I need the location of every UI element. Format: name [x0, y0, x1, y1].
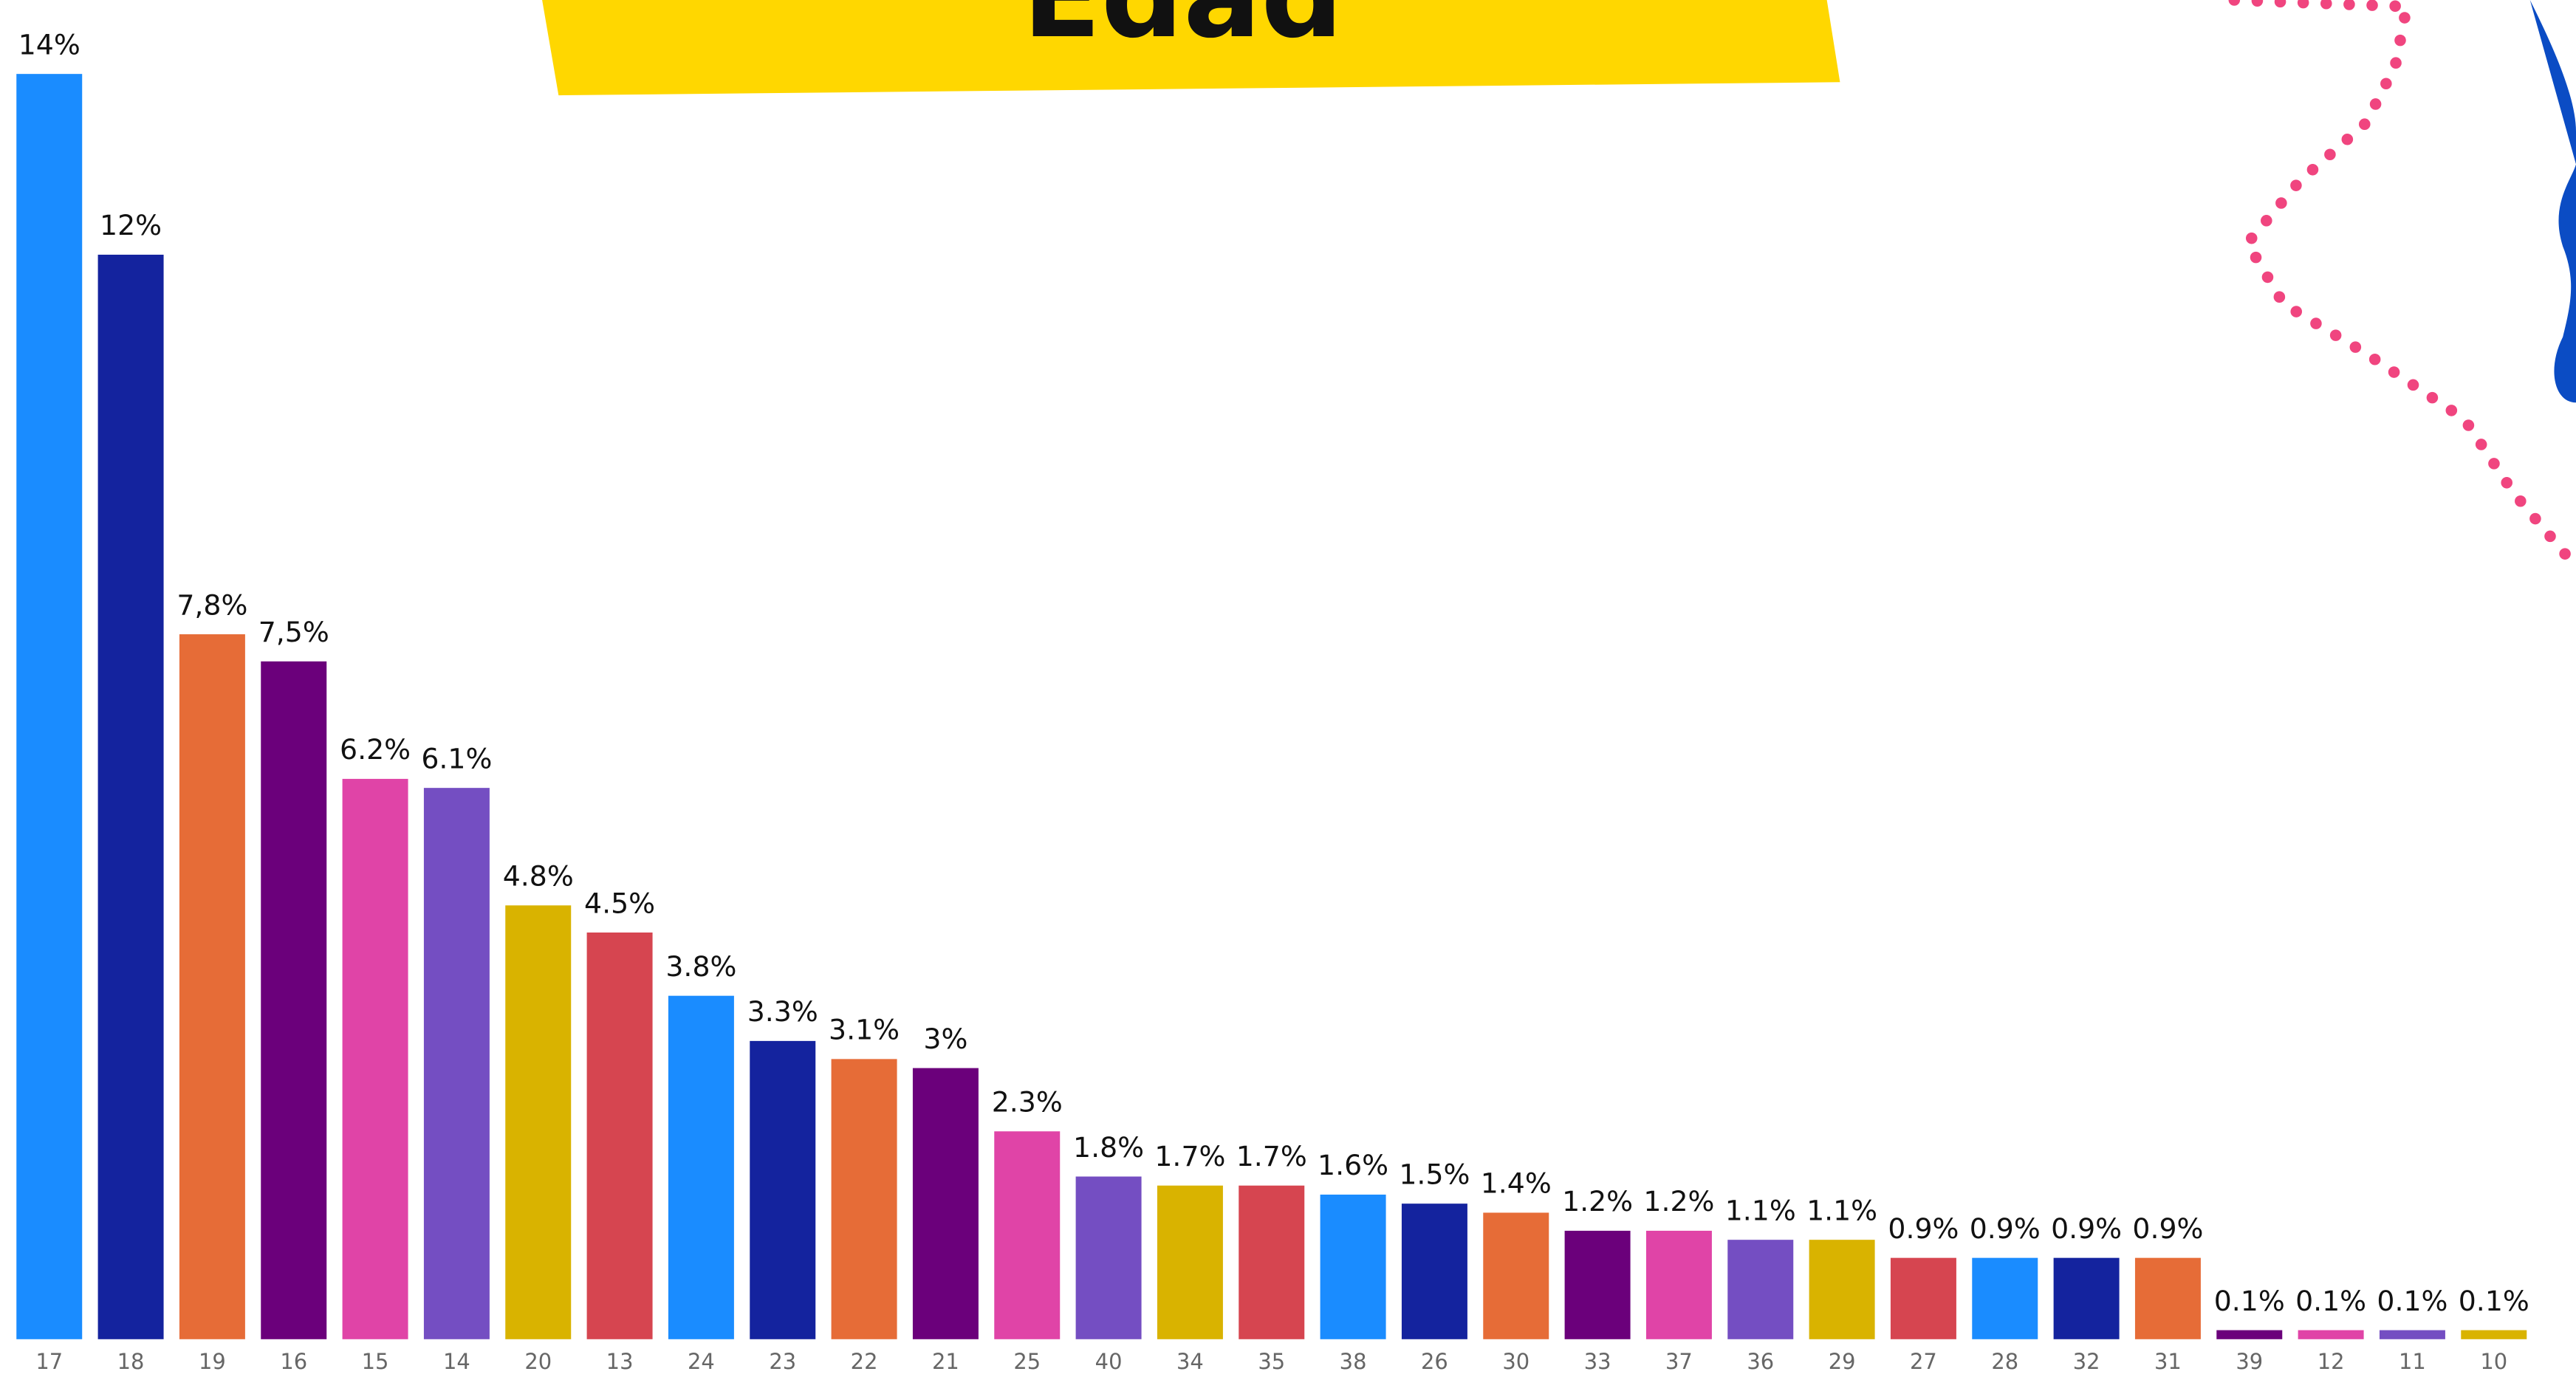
x-tick-label: 27 — [1910, 1349, 1937, 1374]
bar — [2135, 1258, 2201, 1339]
value-label: 2.3% — [992, 1086, 1063, 1119]
bar — [2298, 1330, 2364, 1339]
value-label: 3% — [923, 1023, 967, 1055]
x-tick-label: 13 — [606, 1349, 634, 1374]
x-tick-label: 31 — [2154, 1349, 2182, 1374]
bar — [2216, 1330, 2282, 1339]
page: Edad 14% 17 12% 18 7,8% 19 7,5% 16 6.2% 15 6.1% 14 4… — [0, 0, 2576, 1377]
x-tick-label: 15 — [362, 1349, 389, 1374]
x-tick-label: 32 — [2073, 1349, 2100, 1374]
value-label: 1.2% — [1643, 1185, 1714, 1218]
x-tick-label: 39 — [2236, 1349, 2263, 1374]
value-label: 0.1% — [2295, 1285, 2366, 1317]
value-label: 7,5% — [258, 616, 329, 648]
x-tick-label: 18 — [117, 1349, 145, 1374]
bar — [913, 1068, 979, 1339]
value-label: 1.2% — [1562, 1185, 1633, 1218]
value-label: 0.9% — [1888, 1212, 1959, 1245]
decoration-dots — [2234, 0, 2576, 567]
x-tick-label: 10 — [2480, 1349, 2507, 1374]
bar — [668, 996, 734, 1339]
value-label: 1.1% — [1806, 1194, 1877, 1226]
value-label: 7,8% — [177, 588, 247, 621]
value-label: 3.1% — [829, 1014, 900, 1046]
x-tick-label: 25 — [1013, 1349, 1041, 1374]
x-tick-label: 29 — [1829, 1349, 1856, 1374]
bar — [1157, 1186, 1223, 1339]
x-tick-label: 21 — [932, 1349, 959, 1374]
bar — [1565, 1231, 1631, 1339]
x-tick-label: 12 — [2318, 1349, 2345, 1374]
bar — [179, 634, 245, 1339]
bar — [1076, 1176, 1142, 1339]
value-label: 1.4% — [1481, 1167, 1552, 1200]
value-label: 0.1% — [2377, 1285, 2447, 1317]
bar — [2054, 1258, 2120, 1339]
bar — [16, 74, 82, 1339]
bar — [1239, 1186, 1304, 1339]
value-label: 12% — [100, 209, 162, 241]
x-tick-label: 26 — [1421, 1349, 1448, 1374]
value-label: 1.7% — [1154, 1140, 1225, 1172]
bar — [2461, 1330, 2527, 1339]
bar — [424, 788, 490, 1339]
value-label: 4.8% — [503, 860, 574, 893]
bar — [832, 1059, 897, 1339]
decoration-figure — [2530, 0, 2576, 402]
bar — [1727, 1240, 1793, 1339]
x-tick-label: 20 — [524, 1349, 552, 1374]
value-label: 1.8% — [1073, 1131, 1144, 1164]
bar — [343, 779, 408, 1339]
x-tick-label: 28 — [1991, 1349, 2018, 1374]
value-label: 6.2% — [340, 733, 411, 766]
bar — [994, 1131, 1060, 1339]
x-tick-label: 24 — [688, 1349, 715, 1374]
x-tick-label: 36 — [1747, 1349, 1774, 1374]
value-label: 4.5% — [584, 887, 655, 919]
value-label: 1.6% — [1318, 1149, 1388, 1181]
x-tick-label: 37 — [1665, 1349, 1693, 1374]
chart-title: Edad — [1022, 0, 1343, 63]
bar — [1483, 1212, 1549, 1339]
value-label: 0.9% — [2051, 1212, 2122, 1245]
bar — [1972, 1258, 2038, 1339]
x-tick-label: 35 — [1258, 1349, 1285, 1374]
value-label: 0.1% — [2459, 1285, 2529, 1317]
x-tick-label: 22 — [851, 1349, 878, 1374]
bar — [1646, 1231, 1712, 1339]
bar — [1891, 1258, 1956, 1339]
bar — [1402, 1203, 1467, 1339]
bar — [750, 1041, 815, 1339]
bar — [505, 905, 571, 1339]
value-label: 0.9% — [2132, 1212, 2203, 1245]
value-label: 1.1% — [1725, 1194, 1796, 1226]
value-label: 3.8% — [665, 950, 736, 983]
x-tick-label: 34 — [1176, 1349, 1204, 1374]
value-label: 3.3% — [747, 995, 818, 1028]
x-tick-label: 17 — [35, 1349, 63, 1374]
x-tick-label: 23 — [769, 1349, 796, 1374]
bar — [1320, 1195, 1386, 1339]
value-label: 14% — [18, 28, 80, 61]
value-label: 6.1% — [421, 742, 492, 775]
value-label: 0.9% — [1970, 1212, 2041, 1245]
x-tick-label: 40 — [1095, 1349, 1123, 1374]
value-label: 1.7% — [1236, 1140, 1307, 1172]
bar — [2380, 1330, 2445, 1339]
x-tick-label: 30 — [1502, 1349, 1530, 1374]
plot-area: 14% 17 12% 18 7,8% 19 7,5% 16 6.2% 15 6.1% 14 4.8% 20… — [16, 28, 2529, 1373]
x-tick-label: 14 — [443, 1349, 470, 1374]
x-tick-label: 11 — [2399, 1349, 2426, 1374]
bar — [98, 255, 164, 1339]
x-tick-label: 16 — [280, 1349, 307, 1374]
bar — [1809, 1240, 1875, 1339]
x-tick-label: 19 — [199, 1349, 226, 1374]
bar — [587, 933, 653, 1339]
x-tick-label: 38 — [1340, 1349, 1367, 1374]
bar — [261, 662, 326, 1339]
value-label: 0.1% — [2214, 1285, 2285, 1317]
x-tick-label: 33 — [1584, 1349, 1611, 1374]
value-label: 1.5% — [1399, 1158, 1470, 1190]
chart: Edad 14% 17 12% 18 7,8% 19 7,5% 16 6.2% 15 6.1% 14 4… — [0, 0, 2576, 1377]
